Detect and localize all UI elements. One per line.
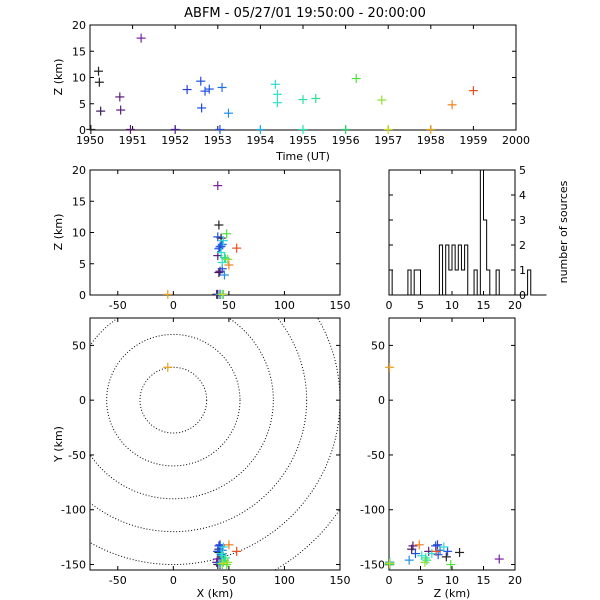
x-tick-label: 100 [274,574,295,587]
range-ring [106,333,241,467]
x-tick-label: 1958 [417,134,445,147]
range-ring [273,508,340,570]
x-tick-label: 10 [445,574,459,587]
y-tick-label: -50 [68,449,86,462]
x-tick-label: 20 [508,574,522,587]
x-tick-label: 1955 [289,134,317,147]
y-tick-label: 2 [519,239,526,252]
y-tick-label: -150 [360,559,385,572]
time-axis-label: Time (UT) [275,150,330,163]
x-tick-label: 150 [330,574,351,587]
histogram-axis-label: number of sources [557,180,570,283]
z-panel-x-axis-label: Z (km) [434,587,471,600]
x-tick-label: 50 [222,574,236,587]
y-tick-label: 50 [72,339,86,352]
y-tick-label: -100 [61,504,86,517]
y-tick-label: -50 [367,449,385,462]
x-tick-label: 5 [417,574,424,587]
y-tick-label: 1 [519,264,526,277]
altitude-y-frame [388,317,516,571]
x-altitude-frame [89,169,341,296]
x-tick-label: 1959 [459,134,487,147]
y-tick-label: 5 [519,164,526,177]
y-tick-label: 20 [72,19,86,32]
x-tick-label: 0 [386,299,393,312]
x-tick-label: 15 [477,299,491,312]
y-tick-label: 0 [79,394,86,407]
y-tick-label: 3 [519,214,526,227]
x-tick-label: 50 [222,299,236,312]
x-tick-label: 0 [386,574,393,587]
range-rings [90,318,340,570]
y-tick-label: 15 [72,195,86,208]
x-tick-label: 1952 [161,134,189,147]
x-tick-label: 5 [417,299,424,312]
range-ring [90,318,340,565]
x-tick-label: 20 [508,299,522,312]
histogram-bars [388,169,547,296]
time-panel-z-axis-label: Z (km) [52,59,65,96]
range-ring [90,318,308,533]
y-tick-label: -150 [61,559,86,572]
x-altitude-panel: Z (km) -50 0 50 100 150 0 5 10 15 20 [52,164,351,312]
plan-y-axis-label: Y (km) [52,426,65,463]
altitude-y-panel: Z (km) 0 5 10 15 20 -150 -100 -50 0 50 [360,317,522,600]
time-altitude-panel: Time (UT) Z (km) 1950 1951 1952 1953 1954 195… [52,19,530,163]
range-ring [139,366,208,434]
x-tick-label: -50 [109,299,127,312]
plan-view-frame [89,317,341,571]
y-tick-label: 20 [72,164,86,177]
y-tick-label: 15 [72,45,86,58]
x-tick-label: 1954 [246,134,274,147]
chart-title: ABFM - 05/27/01 19:50:00 - 20:00:00 [184,6,426,21]
x-tick-label: 15 [477,574,491,587]
plan-x-axis-label: X (km) [197,587,234,600]
x-tick-label: 1951 [119,134,147,147]
y-tick-label: 5 [79,98,86,111]
range-ring [90,318,274,500]
plan-view-panel: X (km) Y (km) -50 0 50 100 150 -150 -100 -50 0 50 [52,317,351,600]
y-tick-label: 10 [72,227,86,240]
x-tick-label: 1956 [332,134,360,147]
x-tick-label: 10 [445,299,459,312]
y-tick-label: 50 [371,339,385,352]
y-tick-label: 10 [72,72,86,85]
x-tick-label: 1957 [374,134,402,147]
time-altitude-frame [89,24,517,131]
y-tick-label: 0 [79,289,86,302]
y-tick-label: 4 [519,189,526,202]
x-tick-label: -50 [109,574,127,587]
y-tick-label: 0 [378,394,385,407]
y-tick-label: 0 [79,124,86,137]
x-tick-label: 100 [274,299,295,312]
x-tick-label: 0 [170,299,177,312]
y-tick-label: 5 [79,258,86,271]
x-tick-label: 1953 [204,134,232,147]
x-panel-z-axis-label: Z (km) [52,214,65,251]
y-tick-label: -100 [360,504,385,517]
x-tick-label: 0 [170,574,177,587]
x-tick-label: 1950 [76,134,104,147]
x-tick-label: 2000 [502,134,530,147]
x-tick-label: 150 [330,299,351,312]
